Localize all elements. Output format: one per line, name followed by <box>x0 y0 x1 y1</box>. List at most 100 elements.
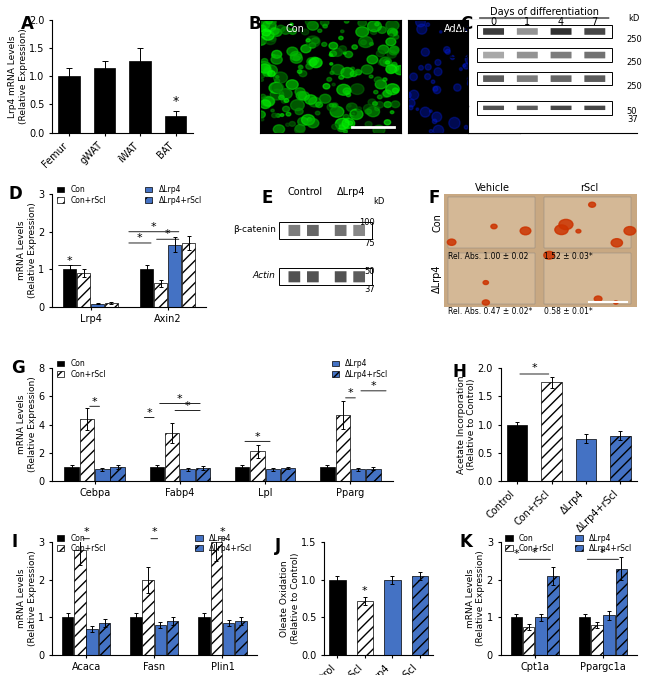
Circle shape <box>284 99 289 103</box>
Circle shape <box>276 114 280 117</box>
Circle shape <box>291 53 302 63</box>
Circle shape <box>350 109 363 119</box>
Circle shape <box>384 102 391 107</box>
Circle shape <box>332 124 338 130</box>
Bar <box>610 436 630 481</box>
Circle shape <box>343 115 349 119</box>
Text: 4: 4 <box>558 18 564 28</box>
Bar <box>476 72 612 85</box>
Bar <box>165 433 179 481</box>
Text: *: * <box>172 95 179 109</box>
Bar <box>320 466 335 481</box>
Circle shape <box>265 68 272 74</box>
Text: *: * <box>370 381 376 391</box>
Circle shape <box>259 25 266 31</box>
Circle shape <box>387 51 396 58</box>
Text: *: * <box>255 432 261 442</box>
FancyBboxPatch shape <box>335 271 346 282</box>
Bar <box>281 468 296 481</box>
Text: *: * <box>67 256 73 265</box>
Circle shape <box>261 62 271 70</box>
Circle shape <box>361 65 373 74</box>
Circle shape <box>295 108 303 115</box>
Circle shape <box>299 71 307 77</box>
Text: B: B <box>249 15 261 32</box>
Circle shape <box>263 20 276 32</box>
Circle shape <box>350 71 357 76</box>
Circle shape <box>301 45 311 53</box>
Bar <box>129 61 151 132</box>
Legend: ΔLrp4, ΔLrp4+rScl: ΔLrp4, ΔLrp4+rScl <box>144 185 202 205</box>
Circle shape <box>296 92 307 100</box>
Circle shape <box>544 251 554 259</box>
Circle shape <box>279 95 284 100</box>
Bar <box>165 115 187 132</box>
Circle shape <box>375 22 379 26</box>
Circle shape <box>386 20 399 30</box>
Bar <box>266 469 280 481</box>
Circle shape <box>280 88 292 99</box>
Text: 75: 75 <box>364 239 374 248</box>
Circle shape <box>483 281 488 285</box>
Bar <box>211 543 222 655</box>
Circle shape <box>339 75 344 79</box>
Text: Control: Control <box>287 187 322 197</box>
Text: 7: 7 <box>592 18 598 28</box>
Circle shape <box>307 22 318 30</box>
Circle shape <box>270 89 283 100</box>
Circle shape <box>322 43 327 47</box>
Bar <box>576 439 596 481</box>
Text: *: * <box>177 394 183 404</box>
Circle shape <box>259 64 270 73</box>
Circle shape <box>357 107 361 111</box>
Circle shape <box>290 23 293 26</box>
FancyBboxPatch shape <box>483 76 504 82</box>
Text: 250: 250 <box>627 82 643 91</box>
Text: Rel. Abs. 1.00 ± 0.02: Rel. Abs. 1.00 ± 0.02 <box>448 252 528 261</box>
Bar <box>64 466 79 481</box>
Y-axis label: Lrp4 mRNA Levels
(Relative Expression): Lrp4 mRNA Levels (Relative Expression) <box>8 28 27 124</box>
Legend: ΔLrp4, ΔLrp4+rScl: ΔLrp4, ΔLrp4+rScl <box>575 533 633 554</box>
Circle shape <box>378 60 385 65</box>
Text: *: * <box>151 527 157 537</box>
Circle shape <box>294 126 305 134</box>
Text: kD: kD <box>628 14 640 22</box>
Circle shape <box>342 118 355 128</box>
Text: *: * <box>532 547 538 558</box>
Text: *: * <box>185 401 190 411</box>
Circle shape <box>343 130 347 133</box>
Bar <box>182 243 195 306</box>
Text: 250: 250 <box>627 59 643 68</box>
Bar <box>130 618 142 655</box>
Bar <box>167 621 179 655</box>
Circle shape <box>307 57 317 65</box>
Circle shape <box>390 30 398 36</box>
FancyBboxPatch shape <box>584 52 605 58</box>
Circle shape <box>393 34 398 39</box>
FancyBboxPatch shape <box>584 106 605 110</box>
Text: Con: Con <box>286 24 305 34</box>
Circle shape <box>367 21 382 32</box>
Circle shape <box>270 36 276 41</box>
Circle shape <box>355 70 361 75</box>
Circle shape <box>305 95 317 105</box>
Bar <box>603 616 615 655</box>
FancyBboxPatch shape <box>483 52 504 58</box>
Circle shape <box>298 92 309 101</box>
FancyBboxPatch shape <box>517 76 538 82</box>
Circle shape <box>306 38 310 42</box>
Circle shape <box>347 104 351 107</box>
Text: ΔLrp4: ΔLrp4 <box>432 265 442 293</box>
Text: 0.58 ± 0.01*: 0.58 ± 0.01* <box>545 307 593 317</box>
Circle shape <box>309 97 321 107</box>
Text: K: K <box>460 533 473 551</box>
Circle shape <box>265 17 276 26</box>
Bar <box>80 419 94 481</box>
Bar <box>535 618 547 655</box>
Circle shape <box>391 62 397 67</box>
Circle shape <box>368 99 376 105</box>
Circle shape <box>375 80 387 89</box>
Circle shape <box>339 36 343 40</box>
Circle shape <box>311 57 318 63</box>
Circle shape <box>315 111 320 115</box>
